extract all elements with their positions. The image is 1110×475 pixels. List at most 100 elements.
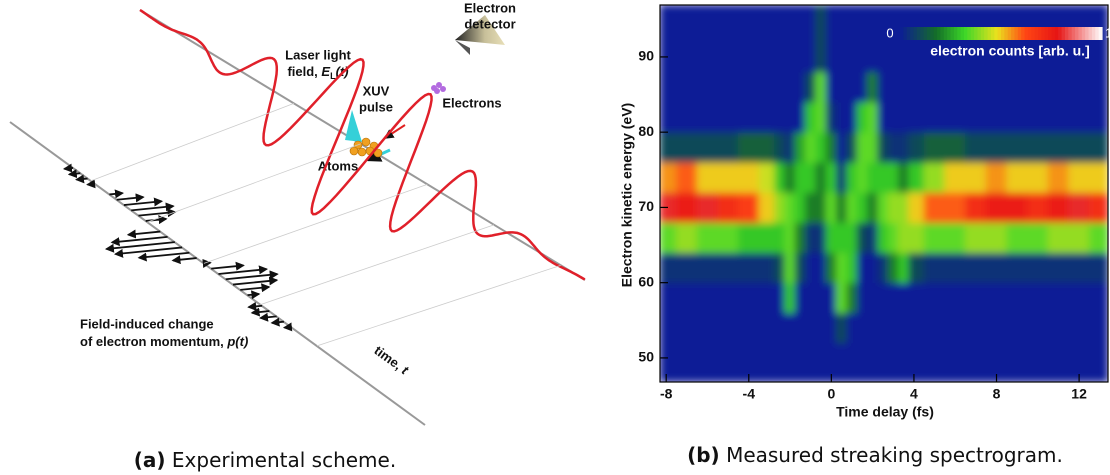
heat-cell <box>898 132 909 163</box>
heat-cell <box>924 282 946 313</box>
heat-cell <box>676 5 698 73</box>
momentum-arrow <box>117 197 144 200</box>
guide-line <box>260 225 493 305</box>
heat-cell <box>986 192 1008 223</box>
heat-cell <box>924 312 946 343</box>
heat-cell <box>805 312 816 343</box>
momentum-arrow <box>106 242 174 249</box>
heat-cell <box>986 252 1008 283</box>
heat-cell <box>846 342 857 382</box>
heat-cell <box>924 342 946 382</box>
heat-cell <box>759 282 775 313</box>
heat-cell <box>759 252 775 283</box>
heat-cell <box>846 192 857 223</box>
heat-cell <box>867 222 878 253</box>
heat-cell <box>697 252 719 283</box>
heat-cell <box>1027 162 1049 193</box>
heat-cell <box>836 5 847 73</box>
heatmap <box>660 5 1109 383</box>
heat-cell <box>898 282 909 313</box>
heat-cell <box>717 252 739 283</box>
heat-cell <box>805 102 816 133</box>
heat-cell <box>795 71 806 102</box>
heat-cell <box>965 252 987 283</box>
heat-cell <box>795 5 806 73</box>
heat-cell <box>697 312 719 343</box>
heat-cell <box>877 282 888 313</box>
heat-cell <box>1048 252 1070 283</box>
label: detector <box>464 16 515 31</box>
momentum-arrow <box>131 206 173 210</box>
heat-cell <box>697 102 719 133</box>
heat-cell <box>1089 312 1109 343</box>
heat-cell <box>1048 192 1070 223</box>
heat-cell <box>784 5 795 73</box>
y-axis-label: Electron kinetic energy (eV) <box>619 103 635 287</box>
heat-cell <box>826 312 837 343</box>
heat-cell <box>1006 71 1028 102</box>
momentum-arrow <box>77 179 88 180</box>
heat-cell <box>924 162 946 193</box>
heat-cell <box>836 102 847 133</box>
heat-cell <box>1006 222 1028 253</box>
heat-cell <box>846 282 857 313</box>
heat-cell <box>738 222 760 253</box>
heat-cell <box>857 132 868 163</box>
heat-cell <box>815 102 826 133</box>
caption-label: (a) <box>134 448 166 472</box>
momentum-arrow <box>252 311 269 313</box>
heat-cell <box>1068 222 1090 253</box>
heat-cell <box>867 312 878 343</box>
heat-cell <box>1089 162 1109 193</box>
heat-cell <box>660 312 678 343</box>
heat-cell <box>759 312 775 343</box>
heat-cell <box>986 222 1008 253</box>
y-tick-label: 80 <box>638 123 654 139</box>
heat-cell <box>1089 102 1109 133</box>
momentum-arrow <box>249 306 262 307</box>
heat-cell <box>1089 192 1109 223</box>
heat-cell <box>965 222 987 253</box>
heat-cell <box>774 71 785 102</box>
label-part: E <box>321 64 330 79</box>
heat-cell <box>1006 162 1028 193</box>
heat-cell <box>795 102 806 133</box>
heat-cell <box>759 132 775 163</box>
heat-cell <box>759 162 775 193</box>
heat-cell <box>784 252 795 283</box>
heat-cell <box>1006 312 1028 343</box>
heat-cell <box>836 192 847 223</box>
heat-cell <box>836 312 847 343</box>
heat-cell <box>717 71 739 102</box>
momentum-arrow <box>64 168 73 169</box>
heat-cell <box>965 192 987 223</box>
heat-cell <box>986 282 1008 313</box>
momentum-arrow <box>115 247 182 254</box>
heat-cell <box>774 282 785 313</box>
heat-cell <box>676 132 698 163</box>
heat-cell <box>660 252 678 283</box>
heat-cell <box>1006 132 1028 163</box>
heat-cell <box>676 71 698 102</box>
heat-cell <box>660 5 678 73</box>
heat-cell <box>908 132 924 163</box>
heat-cell <box>836 252 847 283</box>
heat-cell <box>888 342 899 382</box>
heat-cell <box>676 342 698 382</box>
heat-cell <box>784 71 795 102</box>
heat-cell <box>805 252 816 283</box>
heat-cell <box>660 342 678 382</box>
heat-cell <box>826 192 837 223</box>
heat-cell <box>759 71 775 102</box>
heat-cell <box>898 102 909 133</box>
heat-cell <box>1048 102 1070 133</box>
heat-cell <box>759 102 775 133</box>
heat-cell <box>738 282 760 313</box>
heat-cell <box>815 252 826 283</box>
label: XUV <box>363 83 390 98</box>
heat-cell <box>877 312 888 343</box>
caption: (a) Experimental scheme. <box>134 448 396 472</box>
heat-cell <box>676 222 698 253</box>
heat-cell <box>660 222 678 253</box>
heat-cell <box>1089 252 1109 283</box>
